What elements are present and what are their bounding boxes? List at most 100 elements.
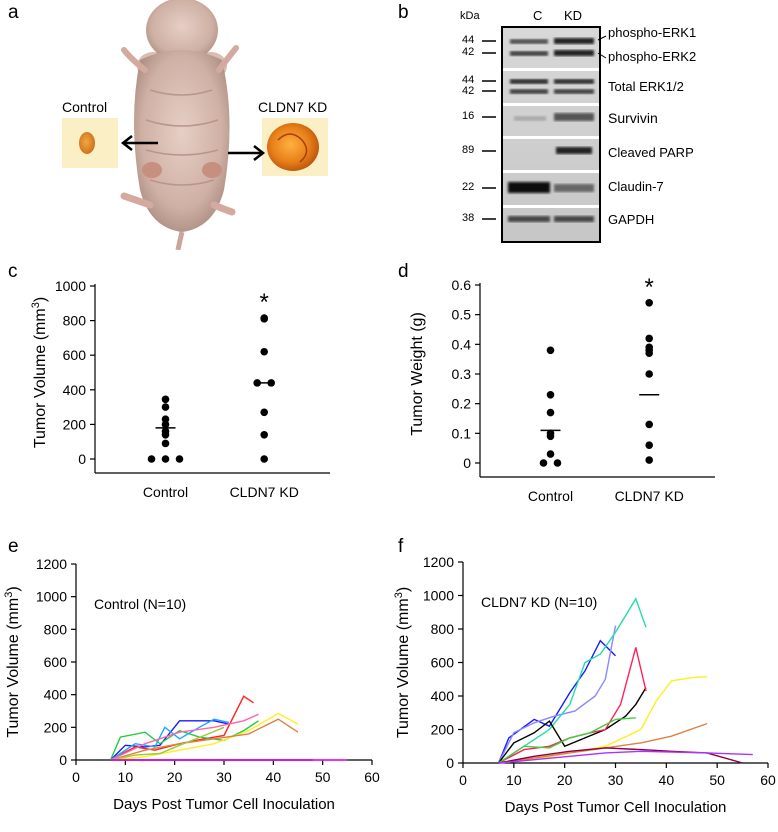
y-tick-label: 1000 [423, 588, 454, 604]
data-point [553, 459, 562, 467]
data-point [161, 403, 170, 411]
panel-label-b: b [398, 2, 409, 23]
label-cleaved-parp: Cleaved PARP [608, 145, 694, 160]
data-point [175, 455, 184, 463]
data-point [260, 347, 269, 356]
lane-label-c: C [533, 8, 543, 23]
y-tick-label: 400 [63, 382, 87, 398]
y-tick-label: 0 [78, 451, 86, 467]
kda-label: kDa [460, 10, 480, 22]
x-axis-label: Days Post Tumor Cell Inoculation [505, 799, 727, 816]
data-point [645, 441, 653, 449]
y-tick-label: 0.6 [452, 277, 472, 293]
arrow-left-icon [120, 135, 158, 151]
x-tick-label: 10 [118, 769, 134, 785]
y-tick-label: 800 [44, 621, 68, 637]
significance-marker: * [645, 274, 654, 301]
kda-44a: 44 [462, 34, 475, 46]
significance-marker: * [260, 289, 269, 316]
series-line-s6 [110, 718, 299, 761]
data-point [260, 314, 269, 322]
series-line-s6 [498, 676, 708, 764]
x-tick-label: 20 [167, 769, 183, 785]
y-tick-label: 800 [431, 621, 455, 637]
x-tick-label: 0 [72, 769, 80, 785]
data-point [645, 370, 653, 378]
series-line-s8 [498, 717, 636, 764]
y-tick-label: 1200 [423, 554, 454, 570]
mouse-photo [62, 0, 328, 250]
series-line-s5 [110, 712, 299, 761]
lane-label-kd: KD [564, 8, 583, 23]
data-point [546, 429, 555, 438]
kda-42b: 42 [462, 85, 475, 97]
kda-22: 22 [462, 181, 475, 193]
y-axis-label: Tumor Volume (mm3) [3, 586, 22, 737]
series-line-s7 [110, 713, 259, 761]
data-point [260, 455, 269, 463]
data-point [546, 346, 555, 355]
data-point [645, 343, 653, 352]
x-tick-label: Control [528, 488, 573, 504]
data-point [147, 455, 156, 463]
chart-title: Control (N=10) [94, 596, 186, 612]
arrow-right-icon [228, 145, 266, 161]
label-total-erk: Total ERK1/2 [608, 79, 684, 94]
x-tick-label: 0 [459, 772, 467, 788]
y-tick-label: 200 [63, 416, 87, 432]
kd-tumor-label: CLDN7 KD [258, 99, 328, 115]
kda-42a: 42 [462, 46, 475, 58]
blot-image [482, 26, 607, 243]
y-tick-label: 0 [59, 752, 67, 768]
x-tick-label: 20 [557, 772, 573, 788]
data-point [645, 334, 653, 343]
y-tick-label: 800 [63, 313, 87, 329]
series-line-s10 [498, 750, 753, 764]
data-point [645, 420, 653, 429]
data-point [161, 455, 170, 463]
data-point [161, 427, 170, 436]
x-tick-label: 30 [608, 772, 624, 788]
kda-16: 16 [462, 110, 475, 122]
label-phospho-erk2: phospho-ERK2 [608, 49, 697, 64]
chart-f-kd-growth: 0 200 400 600 800 1000 1200 0 10 20 30 40 50 60 Days P… [393, 554, 776, 816]
y-tick-label: 1000 [55, 278, 86, 294]
kda-38: 38 [462, 212, 475, 224]
panel-label-a: a [8, 2, 19, 23]
y-tick-label: 0 [463, 455, 471, 471]
data-point [161, 439, 170, 448]
chart-e-control-growth: 0 200 400 600 800 1000 1200 0 10 20 30 40 50 60 Days P… [3, 556, 380, 813]
x-tick-label: 50 [709, 772, 725, 788]
y-tick-label: 1200 [36, 556, 67, 572]
series-line-s1 [110, 720, 230, 761]
y-tick-label: 0 [446, 755, 454, 771]
x-tick-label: 60 [364, 769, 380, 785]
x-tick-label: 40 [659, 772, 675, 788]
data-point [539, 459, 548, 467]
series-line-s4 [110, 718, 230, 761]
panel-label-d: d [398, 261, 409, 282]
y-axis-label: Tumor Weight (g) [409, 312, 426, 436]
y-tick-label: 1000 [36, 589, 67, 605]
data-point [546, 390, 555, 399]
panel-b: b kDa C KD [390, 0, 778, 250]
x-tick-label: CLDN7 KD [615, 488, 684, 504]
x-axis-label: Days Post Tumor Cell Inoculation [113, 796, 335, 813]
series-line-s2 [497, 625, 617, 764]
y-tick-label: 0.2 [452, 396, 472, 412]
label-gapdh: GAPDH [608, 212, 655, 227]
label-phospho-erk1: phospho-ERK1 [608, 25, 697, 40]
label-survivin: Survivin [608, 110, 658, 126]
y-tick-label: 200 [431, 722, 455, 738]
label-claudin-7: Claudin-7 [608, 179, 664, 194]
x-tick-label: CLDN7 KD [230, 484, 299, 500]
data-point [645, 299, 653, 307]
control-tumor-label: Control [62, 99, 108, 115]
y-axis-label: Tumor Volume (mm3) [393, 587, 412, 738]
y-axis-label: Tumor Volume (mm3) [30, 297, 49, 448]
x-tick-label: 40 [266, 769, 282, 785]
y-tick-label: 600 [431, 655, 455, 671]
y-tick-label: 600 [63, 347, 87, 363]
x-tick-label: 50 [315, 769, 331, 785]
series-line-s9 [498, 747, 743, 764]
